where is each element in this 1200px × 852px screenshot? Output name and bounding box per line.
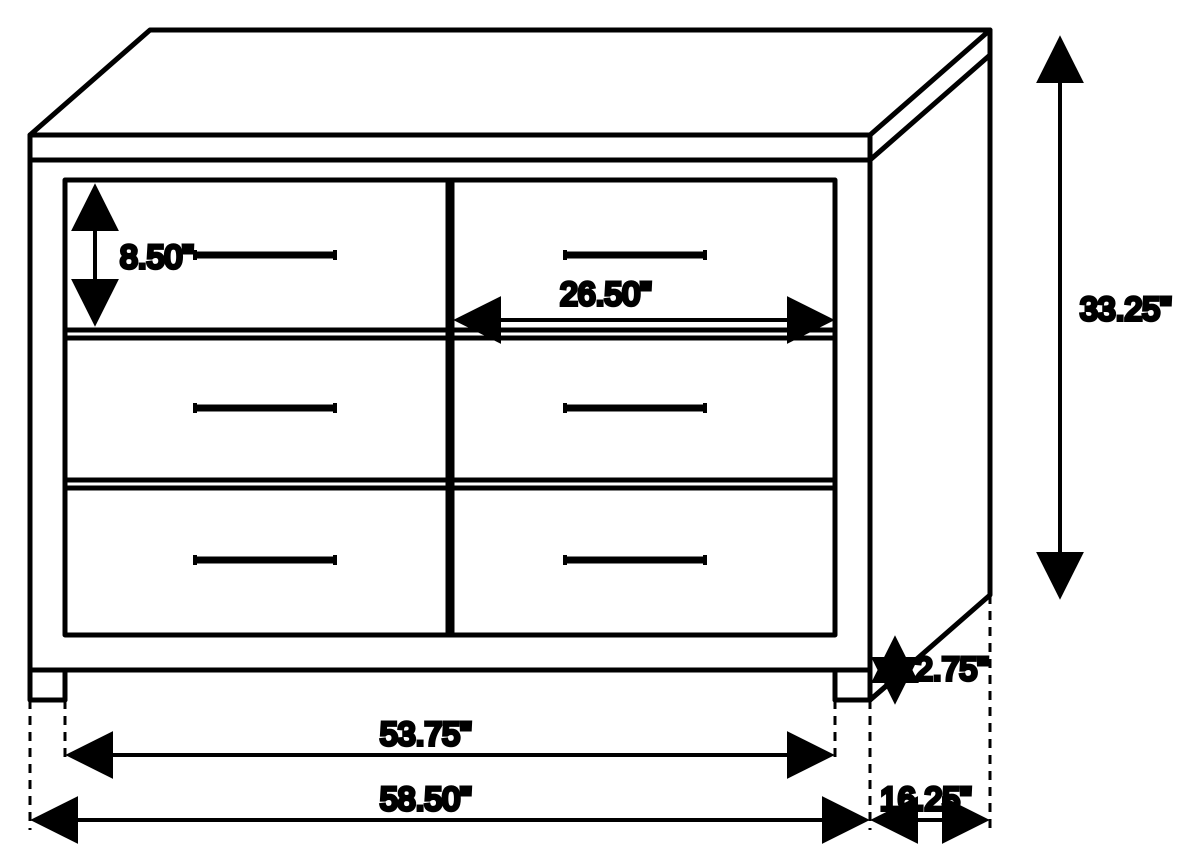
dimension-set: 8.50" 26.50" 33.25" 2.75" 53.75" 58.50" … — [35, 40, 1171, 820]
dim-overall-height: 33.25" — [1080, 291, 1171, 327]
dim-leg-clearance: 2.75" — [915, 651, 989, 687]
dim-drawer-height: 8.50" — [120, 239, 194, 275]
dim-drawer-width: 26.50" — [560, 276, 651, 312]
dresser-dimension-diagram: 8.50" 26.50" 33.25" 2.75" 53.75" 58.50" … — [0, 0, 1200, 852]
dim-depth: 16.25" — [880, 781, 971, 817]
dresser-outline — [30, 30, 990, 700]
dim-overall-width: 58.50" — [380, 781, 471, 817]
extension-lines — [30, 595, 990, 830]
dim-inner-width: 53.75" — [380, 716, 471, 752]
